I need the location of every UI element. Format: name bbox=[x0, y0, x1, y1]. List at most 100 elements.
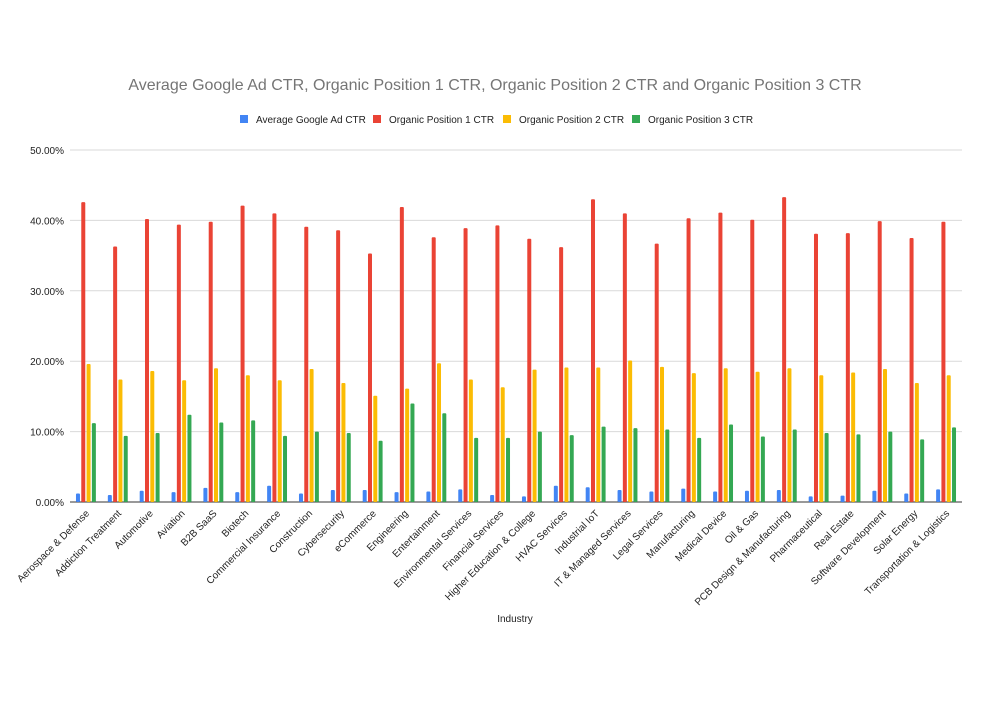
bar bbox=[373, 395, 378, 502]
bar bbox=[527, 238, 532, 503]
bar bbox=[633, 428, 638, 502]
bar bbox=[744, 490, 749, 502]
bar bbox=[681, 488, 686, 502]
bar bbox=[442, 413, 447, 502]
bar bbox=[904, 493, 909, 502]
bar bbox=[952, 427, 957, 502]
bar bbox=[941, 221, 946, 503]
bar bbox=[521, 496, 526, 502]
y-tick-label: 50.00% bbox=[30, 146, 64, 157]
bar bbox=[495, 225, 500, 502]
bar bbox=[883, 368, 888, 502]
bar bbox=[113, 246, 118, 502]
bar bbox=[617, 490, 622, 502]
bar bbox=[346, 433, 351, 502]
bar bbox=[155, 433, 160, 502]
bar bbox=[729, 424, 734, 502]
bar bbox=[176, 224, 181, 502]
bar bbox=[245, 375, 250, 502]
bar bbox=[171, 492, 176, 502]
bar bbox=[203, 487, 208, 502]
bar bbox=[819, 375, 824, 502]
bar bbox=[877, 221, 882, 502]
bars bbox=[75, 197, 957, 503]
bar bbox=[553, 485, 558, 502]
legend-swatch bbox=[503, 115, 511, 123]
bar bbox=[144, 218, 149, 502]
bar bbox=[665, 429, 670, 502]
bar bbox=[123, 435, 128, 502]
bar bbox=[214, 368, 219, 502]
bar bbox=[718, 212, 723, 502]
bar bbox=[590, 199, 595, 502]
x-axis-title: Industry bbox=[497, 614, 533, 625]
bar bbox=[936, 489, 941, 502]
bar bbox=[856, 434, 861, 502]
bar bbox=[500, 387, 505, 502]
bar bbox=[283, 435, 288, 502]
bar bbox=[760, 436, 765, 502]
bar bbox=[686, 218, 691, 502]
bar bbox=[426, 491, 431, 502]
bar bbox=[182, 380, 187, 502]
bar bbox=[468, 379, 473, 502]
legend-label: Average Google Ad CTR bbox=[256, 115, 366, 126]
bar bbox=[750, 219, 755, 503]
legend: Average Google Ad CTR Organic Position 1 … bbox=[240, 115, 753, 126]
bar bbox=[208, 221, 213, 503]
bar bbox=[813, 233, 818, 502]
bar bbox=[240, 205, 245, 502]
bar bbox=[431, 237, 436, 502]
bar bbox=[272, 213, 277, 503]
bar bbox=[251, 420, 256, 502]
y-tick-label: 40.00% bbox=[30, 216, 64, 227]
bar bbox=[888, 431, 893, 502]
bar bbox=[649, 491, 654, 502]
bar bbox=[872, 490, 877, 502]
x-tick-label: Biotech bbox=[220, 508, 251, 539]
bar bbox=[410, 403, 415, 502]
bar bbox=[824, 433, 829, 502]
bar bbox=[537, 431, 542, 502]
bar bbox=[150, 371, 155, 502]
bar bbox=[569, 435, 574, 502]
bar bbox=[314, 431, 319, 502]
bar bbox=[394, 492, 399, 502]
bar bbox=[139, 490, 144, 502]
bar bbox=[86, 364, 91, 502]
bar bbox=[782, 197, 787, 502]
bar bbox=[330, 490, 335, 502]
bar bbox=[298, 493, 303, 502]
bar bbox=[851, 372, 856, 502]
bar bbox=[399, 207, 404, 503]
bar bbox=[378, 440, 383, 502]
bar bbox=[463, 228, 468, 503]
bar bbox=[909, 238, 914, 502]
bar bbox=[304, 226, 309, 502]
bar bbox=[362, 490, 367, 502]
bar bbox=[697, 437, 702, 502]
bar bbox=[713, 491, 718, 502]
bar bbox=[405, 388, 410, 502]
legend-swatch bbox=[373, 115, 381, 123]
bar bbox=[336, 230, 341, 503]
bar bbox=[622, 213, 627, 503]
bar bbox=[81, 202, 86, 502]
bar bbox=[723, 368, 728, 502]
bar bbox=[235, 492, 240, 502]
legend-label: Organic Position 1 CTR bbox=[389, 115, 494, 126]
bar bbox=[107, 494, 112, 502]
bar bbox=[755, 371, 760, 502]
bar bbox=[309, 368, 314, 502]
y-tick-label: 0.00% bbox=[36, 498, 64, 509]
bar bbox=[532, 369, 537, 502]
legend-swatch bbox=[240, 115, 248, 123]
bar bbox=[920, 439, 925, 502]
bar bbox=[559, 247, 564, 502]
bar bbox=[660, 366, 665, 502]
bar bbox=[187, 414, 192, 502]
y-tick-label: 10.00% bbox=[30, 428, 64, 439]
bar bbox=[75, 493, 80, 502]
